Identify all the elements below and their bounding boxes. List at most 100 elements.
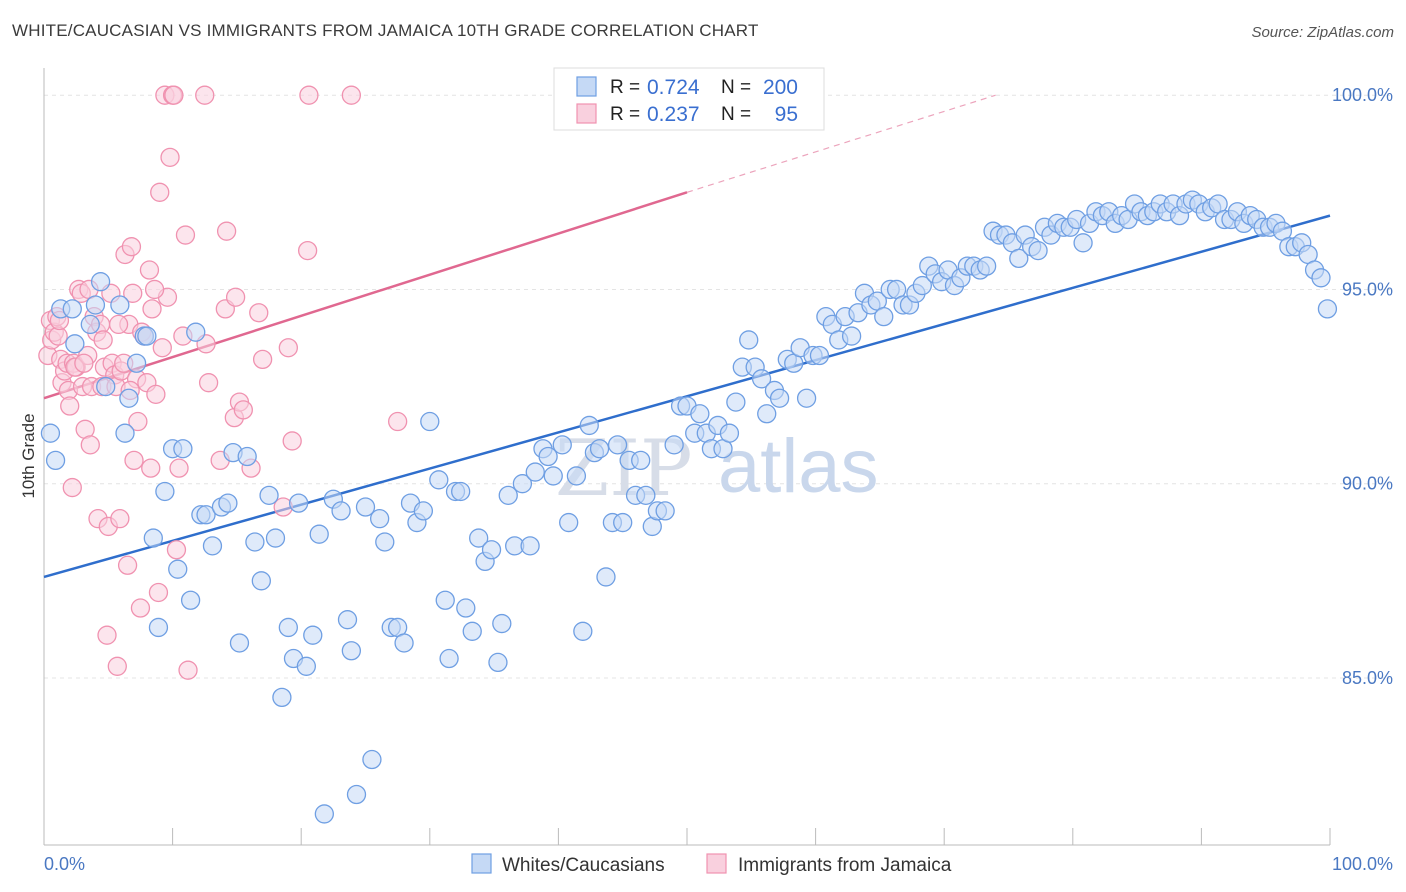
point-whites: [538, 446, 558, 467]
trend-line-jamaica: [43, 191, 688, 400]
point-whites: [331, 501, 351, 521]
point-whites: [137, 326, 157, 346]
y-tick-label: 85.0%: [1342, 668, 1393, 688]
point-jamaica: [150, 182, 170, 202]
point-whites: [492, 613, 512, 634]
point-whites: [314, 804, 334, 824]
point-whites: [726, 392, 746, 412]
point-jamaica: [107, 656, 127, 676]
point-whites: [809, 345, 830, 366]
point-jamaica: [144, 279, 165, 300]
stats-r-label-1: R =: [610, 77, 640, 98]
watermark: ZIP atlas: [555, 424, 879, 514]
axes: [43, 68, 1331, 846]
point-jamaica: [249, 303, 269, 323]
stats-box: R = 0.724 N = 200 R = 0.237 N = 95: [553, 67, 825, 131]
point-whites: [296, 656, 316, 676]
point-whites: [552, 435, 572, 455]
point-whites: [265, 528, 286, 548]
point-whites: [126, 353, 147, 373]
point-whites: [439, 648, 459, 669]
point-whites: [481, 540, 502, 560]
point-jamaica: [139, 260, 160, 280]
point-jamaica: [216, 221, 237, 241]
point-whites: [420, 411, 440, 432]
point-whites: [173, 439, 193, 459]
point-whites: [607, 435, 628, 455]
stats-n-label-1: N =: [721, 77, 751, 98]
point-jamaica: [299, 85, 319, 105]
stats-n-value-2: 95: [775, 103, 798, 126]
point-whites: [168, 559, 188, 579]
point-whites: [1073, 233, 1093, 253]
point-jamaica: [80, 435, 100, 455]
point-whites: [488, 652, 508, 673]
point-whites: [346, 784, 367, 805]
point-whites: [757, 404, 777, 424]
point-jamaica: [62, 477, 82, 498]
point-whites: [45, 450, 66, 471]
point-whites: [769, 388, 790, 408]
point-whites: [375, 532, 395, 552]
y-axis-title: 10th Grade: [19, 413, 38, 498]
point-whites: [202, 536, 223, 556]
point-whites: [543, 466, 563, 486]
stats-r-value-2: 0.237: [647, 103, 700, 126]
point-jamaica: [160, 147, 180, 168]
point-whites: [362, 749, 382, 770]
chart-title: WHITE/CAUCASIAN VS IMMIGRANTS FROM JAMAI…: [12, 21, 759, 40]
point-whites: [115, 423, 135, 443]
point-whites: [589, 439, 610, 459]
point-whites: [119, 388, 139, 408]
x-tick-label-min: 0.0%: [44, 854, 85, 874]
point-whites: [155, 481, 175, 502]
point-whites: [1311, 268, 1331, 288]
legend: Whites/Caucasians Immigrants from Jamaic…: [471, 853, 952, 876]
point-whites: [739, 330, 759, 350]
point-whites: [512, 474, 533, 494]
point-whites: [40, 423, 61, 443]
point-whites: [288, 493, 309, 513]
x-tick-labels: 0.0% 100.0%: [44, 854, 1393, 874]
point-whites: [976, 256, 997, 276]
point-whites: [719, 423, 740, 443]
point-whites: [278, 617, 298, 638]
point-jamaica: [152, 338, 172, 358]
point-whites: [429, 470, 449, 490]
data-points: [38, 85, 1338, 824]
trend-line-whites: [43, 214, 1331, 579]
point-whites: [186, 322, 206, 342]
point-whites: [413, 501, 434, 521]
point-jamaica: [123, 283, 143, 303]
y-tick-label: 90.0%: [1342, 474, 1393, 494]
point-whites: [451, 481, 471, 502]
point-whites: [631, 450, 651, 471]
point-whites: [110, 295, 130, 315]
point-whites: [462, 621, 482, 641]
point-jamaica: [387, 411, 408, 432]
point-whites: [596, 567, 616, 587]
point-whites: [196, 505, 216, 525]
point-whites: [80, 314, 100, 335]
point-whites: [85, 295, 106, 315]
point-whites: [229, 633, 250, 653]
point-whites: [272, 687, 292, 708]
point-jamaica: [169, 458, 189, 478]
stats-n-label-2: N =: [721, 104, 751, 125]
point-whites: [96, 376, 116, 397]
point-jamaica: [341, 85, 362, 105]
point-whites: [520, 536, 540, 556]
point-jamaica: [117, 555, 138, 575]
point-jamaica: [278, 338, 298, 358]
point-whites: [237, 446, 257, 467]
point-whites: [337, 610, 358, 630]
point-jamaica: [121, 237, 142, 257]
stats-swatch-pink: [576, 103, 597, 124]
point-whites: [636, 485, 656, 506]
point-whites: [251, 571, 271, 591]
point-jamaica: [142, 299, 162, 319]
point-jamaica: [74, 353, 94, 373]
watermark-atlas: atlas: [718, 424, 879, 509]
point-jamaica: [233, 400, 253, 420]
